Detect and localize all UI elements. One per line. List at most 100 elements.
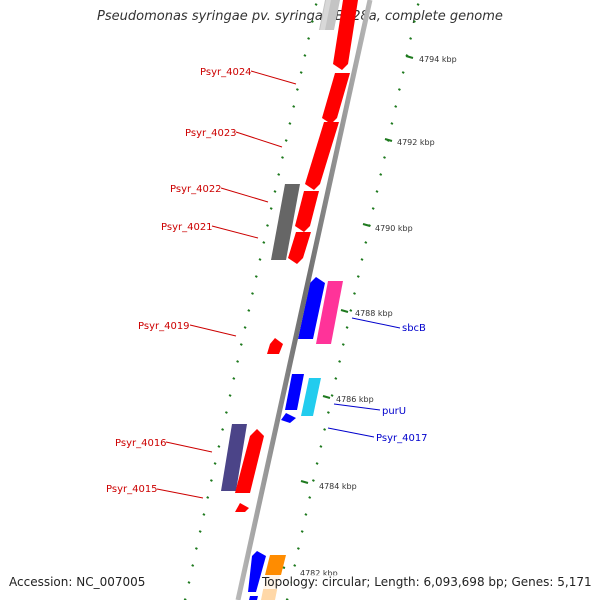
forward-gene-labels: sbcB purU Psyr_4017 [327,317,428,444]
gene-feature[interactable] [271,184,300,260]
tick-dash [284,139,288,142]
tick-dash [191,564,195,567]
reverse-gene-labels: Psyr_4024 Psyr_4023 Psyr_4022 Psyr_4021 … [106,67,297,499]
gene-feature[interactable] [249,596,258,600]
tick-dash [371,207,375,210]
tick-dash [401,71,405,74]
tick-dash [338,360,342,363]
gene-feature[interactable] [316,281,343,344]
tick-dash [323,428,327,431]
gene-feature[interactable] [267,338,283,354]
tick-dash [308,496,312,499]
kbp-tick-label: 4782 kbp [300,569,338,578]
tick-dash [356,275,360,278]
tick-dash [409,37,413,40]
genome-backbone [235,0,373,600]
gene-label[interactable]: Psyr_4024 [200,67,252,78]
tick-dash [202,513,206,516]
tick-dash [213,462,217,465]
gene-label[interactable]: Psyr_4022 [170,184,222,195]
tick-dash [314,3,318,6]
tick-dash [239,343,243,346]
tick-dash [341,343,345,346]
tick-dash [397,88,401,91]
tick-dash [228,394,232,397]
tick-dash [390,122,394,125]
reverse-strand-genes [221,0,358,512]
kbp-tick: 4788 kbp [340,309,393,318]
gene-label[interactable]: Psyr_4016 [115,438,167,449]
tick-dash [243,326,247,329]
kbp-tick: 4792 kbp [384,138,435,147]
tick-dash [281,156,284,159]
tick-dash [258,258,262,261]
gene-label[interactable]: Psyr_4021 [161,222,213,233]
gene-feature[interactable] [295,191,319,232]
gene-feature[interactable] [301,378,321,416]
tick-dash [311,479,315,482]
tick-dash [353,292,356,295]
tick-dash [310,20,314,23]
tick-dash [247,309,251,312]
gene-feature[interactable] [248,551,266,592]
gene-feature[interactable] [265,555,286,575]
tick-dash [236,360,240,363]
gene-feature[interactable] [305,122,339,190]
gene-feature[interactable] [320,0,331,30]
tick-dash [277,173,281,176]
genome-stats-label: Topology: circular; Length: 6,093,698 bp… [262,575,592,589]
gene-feature[interactable] [322,73,350,124]
tick-dash [262,241,266,244]
gene-feature[interactable] [333,0,358,70]
kbp-tick-label: 4792 kbp [397,138,435,147]
tick-dash [221,428,225,431]
gene-feature[interactable] [235,503,249,512]
accession-label: Accession: NC_007005 [9,575,146,589]
gene-feature[interactable] [319,0,340,30]
gene-label[interactable]: Psyr_4017 [376,433,428,444]
tick-dash [232,377,236,380]
tick-dash [379,173,383,176]
tick-dash [217,445,221,448]
tick-dash [251,292,254,295]
gene-feature[interactable] [221,424,247,491]
tick-dash [383,156,386,159]
tick-dash [319,445,323,448]
tick-dash [416,3,420,6]
tick-dash [288,122,292,125]
gene-label[interactable]: Psyr_4015 [106,484,158,495]
tick-dash [334,377,338,380]
gene-label[interactable]: sbcB [402,323,426,334]
tick-dash [394,105,398,108]
genome-title: Pseudomonas syringae pv. syringae B728a,… [97,9,503,24]
tick-dash [293,564,297,567]
inner-tick-track [183,3,318,600]
gene-label[interactable]: Psyr_4023 [185,128,237,139]
tick-dash [345,326,349,329]
tick-dash [194,547,198,550]
gene-feature[interactable] [285,374,304,410]
tick-dash [307,37,311,40]
tick-dash [254,275,258,278]
tick-dash [209,479,213,482]
kbp-tick-label: 4784 kbp [319,482,357,491]
gene-feature[interactable] [235,429,264,493]
tick-dash [349,309,353,312]
kbp-tick: 4786 kbp [322,395,374,404]
kbp-tick-label: 4788 kbp [355,309,393,318]
kbp-tick-label: 4794 kbp [419,55,457,64]
gene-feature[interactable] [281,413,296,423]
gene-feature[interactable] [298,277,325,339]
tick-dash [206,496,210,499]
tick-dash [326,411,330,414]
gene-label[interactable]: Psyr_4019 [138,321,190,332]
tick-dash [296,547,300,550]
gene-feature[interactable] [288,232,311,264]
kbp-tick: 4794 kbp [405,55,457,64]
kbp-tick: 4790 kbp [362,223,413,233]
gene-label[interactable]: purU [382,406,406,417]
tick-dash [303,54,307,57]
tick-dash [266,224,269,227]
tick-dash [198,530,202,533]
